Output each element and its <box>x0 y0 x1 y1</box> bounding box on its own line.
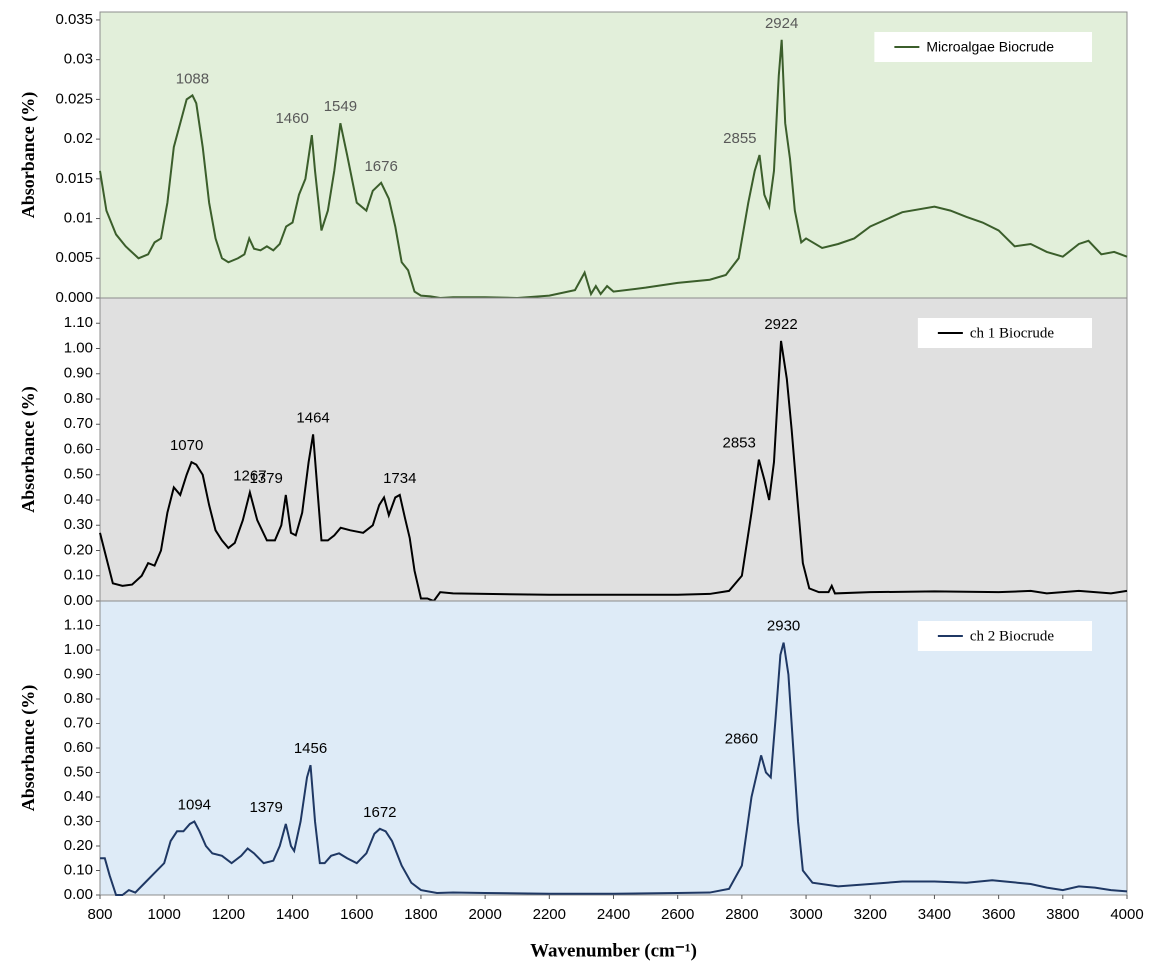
peak-label: 1734 <box>383 470 416 487</box>
x-axis-label: Wavenumber (cm⁻¹) <box>530 940 697 961</box>
x-tick-label: 2400 <box>597 906 630 923</box>
y-tick-label: 0.000 <box>55 289 93 306</box>
peak-label: 2930 <box>767 618 800 635</box>
x-tick-label: 1400 <box>276 906 309 923</box>
legend-label: ch 2 Biocrude <box>970 628 1054 644</box>
x-tick-label: 4000 <box>1110 906 1143 923</box>
x-tick-label: 3200 <box>854 906 887 923</box>
x-tick-label: 3000 <box>789 906 822 923</box>
peak-label: 1094 <box>178 796 211 813</box>
y-tick-label: 0.005 <box>55 249 93 266</box>
y-tick-label: 0.10 <box>64 567 93 584</box>
y-tick-label: 0.90 <box>64 365 93 382</box>
y-tick-label: 0.035 <box>55 11 93 28</box>
peak-label: 2924 <box>765 15 798 32</box>
y-tick-label: 0.025 <box>55 90 93 107</box>
y-tick-label: 0.03 <box>64 51 93 68</box>
peak-label: 1379 <box>249 799 282 816</box>
peak-label: 2853 <box>723 435 756 452</box>
peak-label: 1464 <box>296 409 329 426</box>
spectrum-line <box>100 642 1128 896</box>
peak-label: 1267 <box>233 467 266 484</box>
y-tick-label: 0.60 <box>64 739 93 756</box>
peak-label: 1672 <box>363 804 396 821</box>
y-tick-label: 1.00 <box>64 641 93 658</box>
y-axis-label: Absorbance (%) <box>18 92 39 219</box>
y-axis-label: Absorbance (%) <box>18 685 39 812</box>
peak-label: 1676 <box>364 158 397 175</box>
y-tick-label: 0.80 <box>64 690 93 707</box>
legend: ch 1 Biocrude <box>917 318 1092 348</box>
legend: ch 2 Biocrude <box>917 621 1092 651</box>
peak-label: 2860 <box>725 730 758 747</box>
x-tick-label: 2600 <box>661 906 694 923</box>
x-tick-label: 3600 <box>982 906 1015 923</box>
x-tick-label: 1200 <box>212 906 245 923</box>
y-tick-label: 0.01 <box>64 210 93 227</box>
panel: 0.00 0.10 0.20 0.30 0.40 0.50 0.60 0.70 0.80 0.90… <box>18 600 1144 961</box>
peak-label: 1088 <box>176 70 209 87</box>
y-tick-label: 0.60 <box>64 440 93 457</box>
y-tick-label: 1.10 <box>64 616 93 633</box>
y-tick-label: 0.50 <box>64 763 93 780</box>
legend-label: Microalgae Biocrude <box>926 39 1054 55</box>
y-tick-label: 0.70 <box>64 714 93 731</box>
y-tick-label: 1.00 <box>64 339 93 356</box>
y-tick-label: 0.80 <box>64 390 93 407</box>
x-tick-label: 1600 <box>340 906 373 923</box>
peak-label: 1549 <box>324 98 357 115</box>
y-tick-label: 0.40 <box>64 491 93 508</box>
spectrum-line <box>99 39 1128 300</box>
panel: 0.000 0.005 0.01 0.015 0.02 0.025 0.03 0.035 Abs… <box>18 11 1128 306</box>
y-tick-label: 0.10 <box>64 861 93 878</box>
legend: Microalgae Biocrude <box>874 32 1092 62</box>
y-tick-label: 0.30 <box>64 516 93 533</box>
peak-label: 1460 <box>275 110 308 127</box>
peak-label: 1070 <box>170 437 203 454</box>
y-axis-label: Absorbance (%) <box>18 386 39 513</box>
peak-label: 1379 <box>249 470 282 487</box>
x-tick-label: 2200 <box>533 906 566 923</box>
peak-label: 2922 <box>764 316 797 333</box>
x-tick-label: 2800 <box>725 906 758 923</box>
x-tick-label: 1000 <box>148 906 181 923</box>
panel: 0.00 0.10 0.20 0.30 0.40 0.50 0.60 0.70 0.80 0.90… <box>18 297 1128 609</box>
y-tick-label: 0.30 <box>64 812 93 829</box>
y-tick-label: 0.20 <box>64 541 93 558</box>
y-tick-label: 0.70 <box>64 415 93 432</box>
y-tick-label: 0.40 <box>64 788 93 805</box>
spectrum-line <box>99 340 1128 603</box>
x-tick-label: 1800 <box>404 906 437 923</box>
y-tick-label: 1.10 <box>64 314 93 331</box>
y-tick-label: 0.015 <box>55 170 93 187</box>
peak-label: 2855 <box>723 130 756 147</box>
y-tick-label: 0.90 <box>64 665 93 682</box>
x-tick-label: 800 <box>87 906 112 923</box>
y-tick-label: 0.00 <box>64 592 93 609</box>
y-tick-label: 0.00 <box>64 886 93 903</box>
y-tick-label: 0.50 <box>64 466 93 483</box>
y-tick-label: 0.20 <box>64 837 93 854</box>
x-tick-label: 3400 <box>918 906 951 923</box>
x-tick-label: 2000 <box>468 906 501 923</box>
y-tick-label: 0.02 <box>64 130 93 147</box>
plot-background <box>99 297 1128 602</box>
peak-label: 1456 <box>294 740 327 757</box>
legend-label: ch 1 Biocrude <box>970 325 1054 341</box>
x-tick-label: 3800 <box>1046 906 1079 923</box>
